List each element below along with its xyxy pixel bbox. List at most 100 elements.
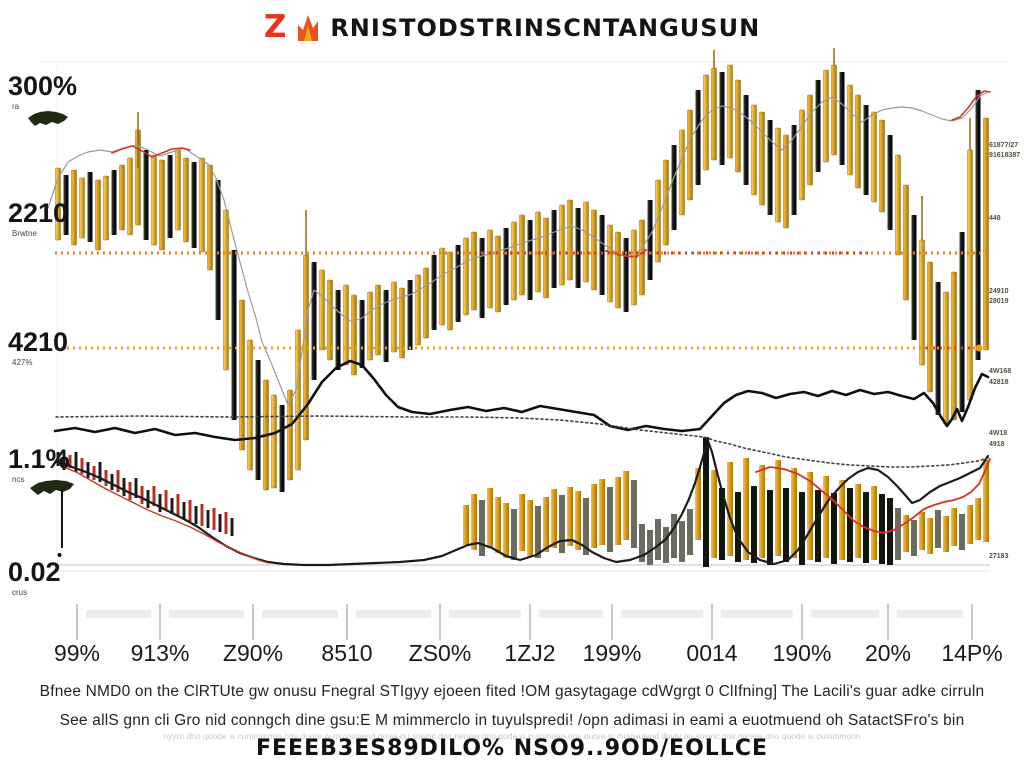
candle xyxy=(703,74,709,171)
candle xyxy=(343,284,349,366)
svg-text:190%: 190% xyxy=(773,640,832,666)
candle xyxy=(567,199,573,281)
flame-icon xyxy=(295,13,321,43)
volume-bar xyxy=(951,508,957,546)
candle xyxy=(487,229,493,309)
candle xyxy=(71,169,77,246)
page-title: RNISTODSTRINSCNTANGUSUN xyxy=(330,13,761,42)
volume-bar xyxy=(535,506,541,558)
candle xyxy=(551,210,557,288)
volume-bar xyxy=(839,480,845,560)
svg-text:4W18: 4W18 xyxy=(989,430,1007,437)
footnote-faint-line: nyyrn dno qoode w cummmonn ony duore w m… xyxy=(163,731,861,741)
candle xyxy=(719,72,725,165)
candle xyxy=(151,154,157,246)
candle xyxy=(759,111,765,206)
volume-bar xyxy=(911,520,917,556)
candle xyxy=(839,72,845,165)
svg-text:448: 448 xyxy=(989,215,1001,222)
mini-dashes xyxy=(56,450,234,536)
volume-bars xyxy=(463,437,989,567)
volume-bar xyxy=(647,530,653,565)
svg-text:ncs: ncs xyxy=(12,475,24,484)
candle xyxy=(519,214,525,296)
candle xyxy=(863,105,869,195)
candle xyxy=(951,271,957,421)
candle xyxy=(575,208,581,288)
svg-text:ra: ra xyxy=(12,102,20,111)
candle xyxy=(807,94,813,186)
candle xyxy=(295,329,301,471)
candle xyxy=(495,235,501,313)
volume-bar xyxy=(687,509,693,555)
svg-text:0.02: 0.02 xyxy=(8,557,61,587)
svg-text:20%: 20% xyxy=(865,640,911,666)
volume-bar xyxy=(663,527,669,563)
candle xyxy=(335,290,341,370)
candle xyxy=(927,261,933,393)
candle xyxy=(599,215,605,295)
candle xyxy=(975,90,981,360)
candle xyxy=(655,179,661,263)
volume-bar xyxy=(471,494,477,550)
candle xyxy=(159,159,165,251)
svg-text:24910: 24910 xyxy=(989,288,1009,295)
candle xyxy=(503,228,509,305)
candle xyxy=(631,229,637,306)
candle xyxy=(591,209,597,291)
volume-bar xyxy=(719,488,725,560)
candle xyxy=(679,129,685,216)
volume-bar xyxy=(703,437,709,567)
volume-bar xyxy=(975,498,981,540)
candle xyxy=(623,238,629,312)
svg-text:42818: 42818 xyxy=(989,379,1009,386)
svg-text:300%: 300% xyxy=(8,71,77,101)
candle xyxy=(671,145,677,230)
candle xyxy=(527,220,533,300)
svg-text:91618387: 91618387 xyxy=(989,152,1020,159)
svg-text:1ZJ2: 1ZJ2 xyxy=(504,640,555,666)
volume-bar xyxy=(655,519,661,560)
candle xyxy=(447,251,453,331)
volume-bar xyxy=(743,458,749,560)
candle xyxy=(911,215,917,340)
svg-text:99%: 99% xyxy=(54,640,100,666)
candle xyxy=(471,231,477,311)
candle xyxy=(63,175,69,235)
volume-bar xyxy=(983,460,989,542)
volume-bar xyxy=(735,492,741,562)
candle xyxy=(967,149,973,401)
candles xyxy=(55,48,989,492)
candle xyxy=(183,157,189,243)
volume-bar xyxy=(503,503,509,558)
candle xyxy=(95,179,101,251)
candle xyxy=(559,204,565,286)
candle xyxy=(207,164,213,271)
candle xyxy=(615,231,621,309)
indicator-lines xyxy=(47,90,991,567)
candle xyxy=(823,69,829,163)
arrow-marker xyxy=(28,111,68,126)
svg-text:61877/27: 61877/27 xyxy=(989,142,1018,149)
candle xyxy=(543,217,549,299)
candle xyxy=(871,111,877,203)
volume-bar xyxy=(487,488,493,548)
chart-frame xyxy=(40,61,1010,640)
volume-bar xyxy=(463,505,469,545)
volume-bar xyxy=(831,493,837,564)
svg-text:199%: 199% xyxy=(583,640,642,666)
candle xyxy=(87,172,93,242)
candle xyxy=(695,90,701,185)
volume-bar xyxy=(615,477,621,545)
volume-bar xyxy=(751,486,757,563)
candle xyxy=(943,291,949,425)
chart-header: Z RNISTODSTRINSCNTANGUSUN xyxy=(0,12,1024,43)
svg-text:427%: 427% xyxy=(12,358,32,367)
volume-bar xyxy=(591,484,597,548)
candle xyxy=(375,284,381,356)
candle xyxy=(319,269,325,351)
candle xyxy=(775,127,781,223)
